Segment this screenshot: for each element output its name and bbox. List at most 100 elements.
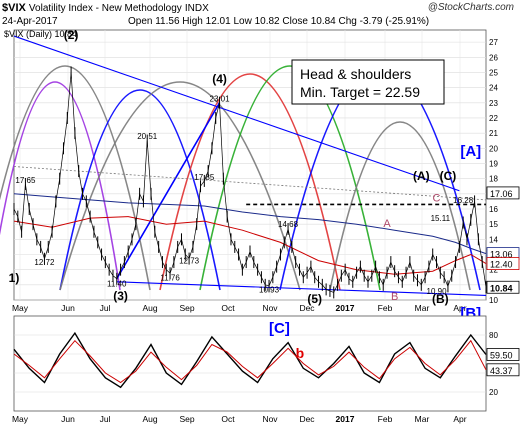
cycle-arc (159, 73, 341, 291)
oscillator-annotation: b (296, 345, 305, 361)
price-x-tick-label: May (12, 303, 29, 313)
chart-exchange: INDX (184, 3, 209, 14)
wave-annotation: 16.28 (453, 196, 474, 205)
dotted-neckline (13, 166, 487, 201)
oscillator-y-tick-label: 80 (489, 331, 498, 340)
chart-symbol: $VIX (2, 2, 26, 14)
price-y-tick-label: 21 (489, 129, 498, 138)
wave-annotation: B (391, 291, 398, 303)
price-y-tick-label: 27 (489, 38, 498, 47)
price-y-tick-label: 26 (489, 53, 498, 62)
wave-annotation: C (433, 192, 441, 204)
price-y-tick-label: 14 (489, 235, 498, 244)
wave-annotation: 12.72 (34, 258, 55, 267)
cycle-arc (329, 121, 471, 291)
price-y-tick-label: 24 (489, 84, 498, 93)
cycle-arc (0, 81, 121, 291)
wave-annotation: (4) (212, 72, 227, 86)
wave-annotation: 20.51 (137, 132, 158, 141)
wave-annotation: 15.11 (431, 214, 451, 223)
price-x-tick-label: Jun (61, 303, 75, 313)
oscillator-x-tick-label: May (12, 414, 29, 424)
price-y-tick-label: 22 (489, 114, 498, 123)
price-x-tick-label: Jul (100, 303, 111, 313)
wave-annotation: (A) (413, 169, 430, 183)
wave-annotation: (3) (113, 289, 128, 303)
value-badge-label: 17.06 (490, 189, 513, 199)
price-y-tick-label: 10 (489, 296, 498, 305)
callout-text: Head & shoulders (300, 66, 411, 82)
price-x-tick-label: Sep (179, 303, 194, 313)
oscillator-x-tick-label: Oct (221, 414, 235, 424)
price-x-tick-label: 2017 (336, 303, 355, 313)
price-y-tick-label: 16 (489, 205, 498, 214)
oscillator-x-tick-label: Feb (378, 414, 393, 424)
oscillator-value-badge-label: 59.50 (490, 350, 513, 360)
wave-annotation: 17.85 (194, 173, 215, 182)
wave-annotation: A (383, 218, 391, 230)
wave-annotation: 11.40 (107, 279, 127, 288)
price-y-tick-label: 23 (489, 99, 498, 108)
value-badge-label: 12.40 (490, 260, 513, 270)
source-credit: @StockCharts.com (427, 2, 514, 13)
head-shoulders-callout: Head & shoulders Min. Target = 22.59 (291, 59, 445, 105)
wave-annotation: 1) (9, 271, 20, 285)
price-x-tick-label: Nov (262, 303, 278, 313)
wave-annotation: (B) (432, 292, 449, 306)
oscillator-x-tick-label: Nov (262, 414, 278, 424)
price-x-tick-label: Mar (415, 303, 430, 313)
moving-average-red (13, 216, 487, 275)
series-legend: $VIX (Daily) 10.84 (4, 29, 78, 39)
value-badge (486, 280, 520, 294)
oscillator-value-badge (486, 363, 520, 377)
oscillator-x-tick-label: Apr (453, 414, 466, 424)
price-x-tick-label: Feb (378, 303, 393, 313)
wave-annotation: 14.68 (278, 220, 299, 229)
wave-annotation: (2) (64, 28, 79, 42)
price-y-tick-label: 20 (489, 144, 498, 153)
oscillator-x-tick-label: Jun (61, 414, 75, 424)
ohlc-line: Open 11.56 High 12.01 Low 10.82 Close 10… (128, 16, 430, 27)
price-x-tick-label: Dec (299, 303, 315, 313)
price-y-tick-label: 18 (489, 175, 498, 184)
price-y-tick-label: 19 (489, 159, 498, 168)
cycle-arc (199, 65, 381, 291)
oscillator-plot-area (13, 315, 487, 412)
oscillator-x-tick-label: 2017 (336, 414, 355, 424)
value-badge-label: 10.84 (490, 283, 513, 293)
value-badge-label: 13.06 (490, 250, 513, 260)
oscillator-value-badge-label: 43.37 (490, 366, 513, 376)
wave-annotation: 23.01 (210, 94, 231, 103)
oscillator-x-tick-label: Sep (179, 414, 194, 424)
wave-annotation: 12.73 (179, 257, 200, 266)
oscillator-x-tick-label: Jul (100, 414, 111, 424)
wave-annotation: (C) (440, 169, 457, 183)
price-x-tick-label: Apr (453, 303, 466, 313)
chart-name: Volatility Index - New Methodology (28, 3, 182, 14)
trendline-lower (116, 281, 487, 296)
oscillator-y-tick-label: 20 (489, 388, 498, 397)
wave-annotation: 10.90 (427, 287, 448, 296)
wave-annotation: 10.93 (259, 285, 280, 294)
oscillator-value-badge (486, 348, 520, 361)
price-x-tick-label: Oct (221, 303, 235, 313)
oscillator-x-tick-label: Dec (299, 414, 315, 424)
value-badge (486, 257, 520, 270)
cycle-arc (0, 65, 151, 291)
trendline-upper (13, 35, 460, 192)
oscillator-x-tick-label: Mar (415, 414, 430, 424)
oscillator-line (13, 331, 487, 389)
price-y-tick-label: 25 (489, 68, 498, 77)
moving-average-blue (13, 193, 487, 255)
price-y-tick-label: 15 (489, 220, 498, 229)
price-x-tick-label: Aug (142, 303, 157, 313)
wave-annotation: 11.76 (160, 273, 180, 282)
callout-text: Min. Target = 22.59 (300, 84, 420, 100)
price-y-tick-label: 12 (489, 266, 498, 275)
oscillator-annotation: [C] (269, 320, 290, 337)
wave-annotation: [A] (460, 143, 481, 160)
callout-box (291, 59, 445, 105)
wave-annotation: 17.65 (15, 176, 36, 185)
cycle-arc (59, 81, 301, 291)
